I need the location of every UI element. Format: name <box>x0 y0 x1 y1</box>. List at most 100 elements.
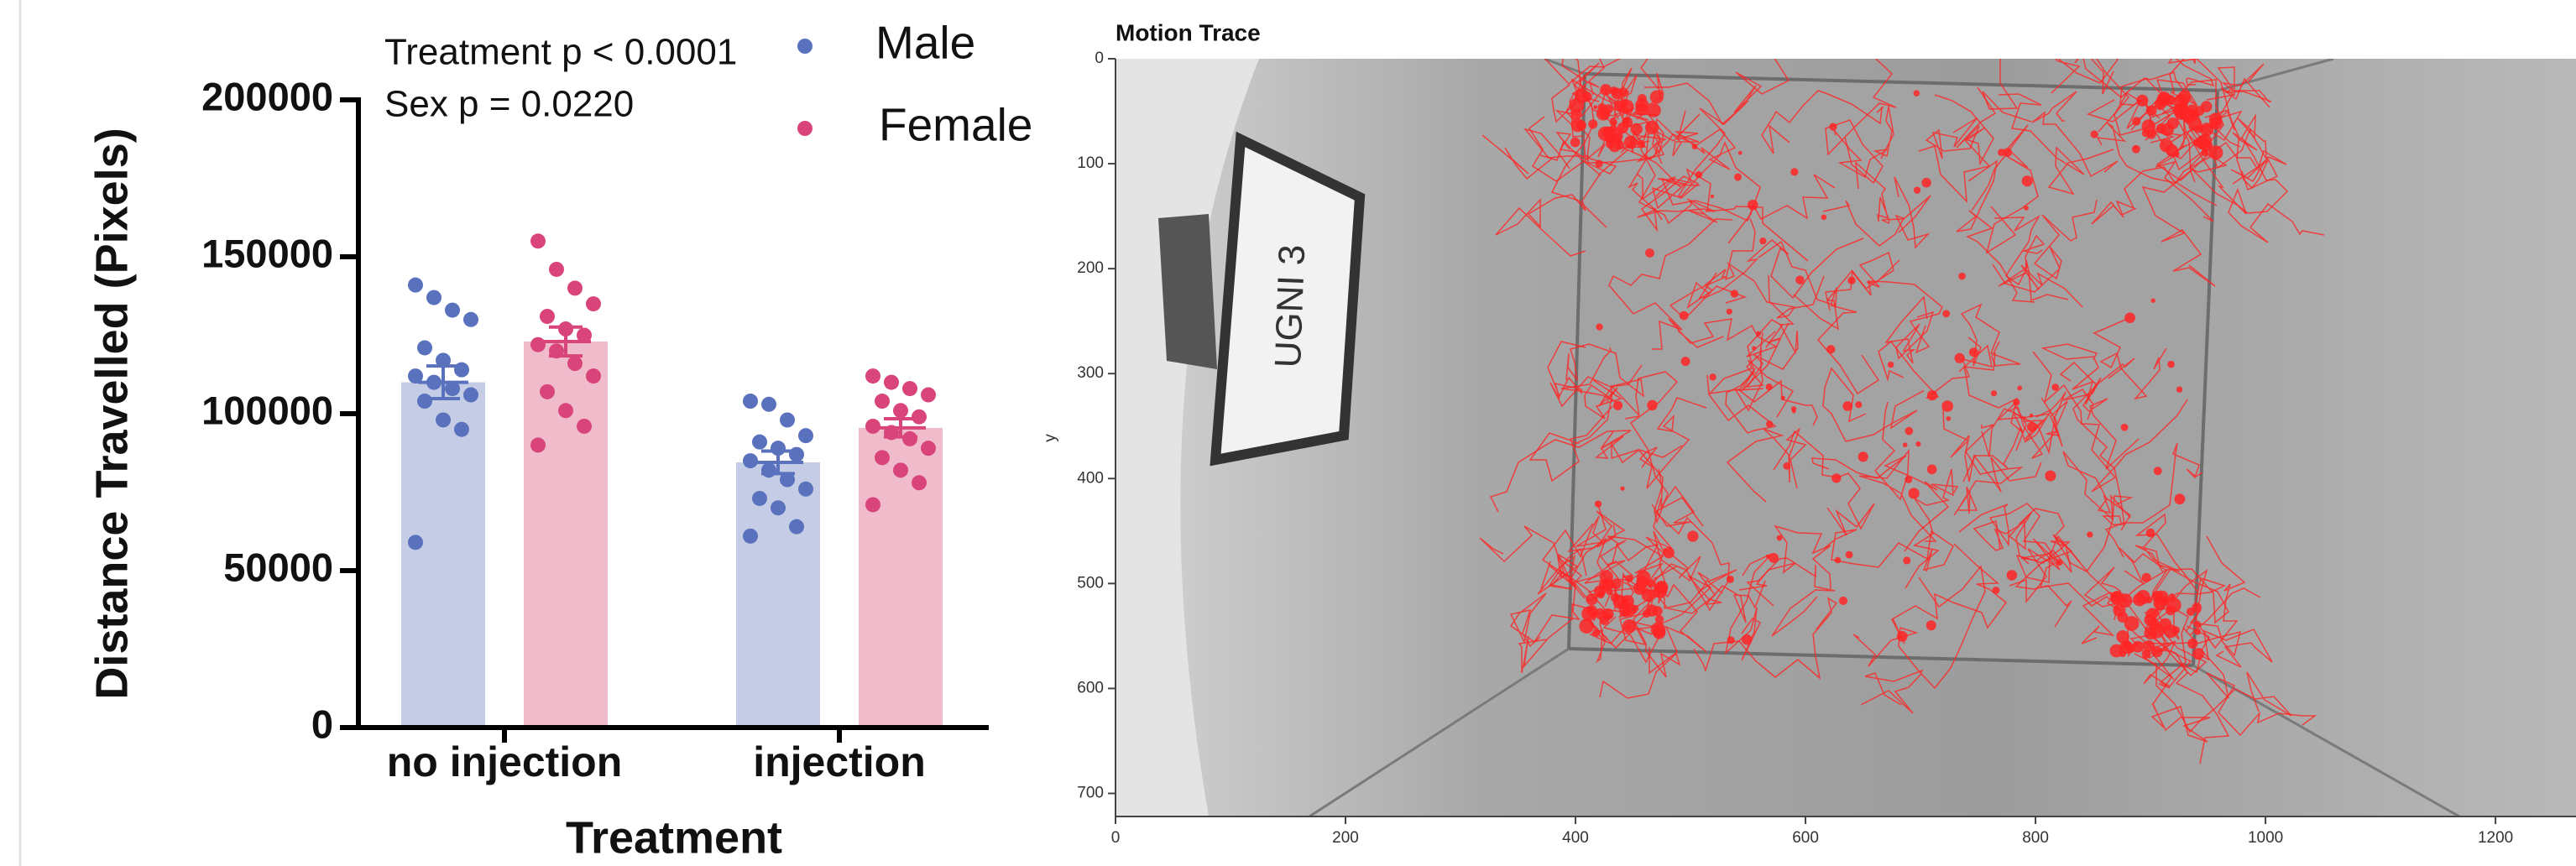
trace-blob <box>1626 575 1633 582</box>
trace-blob <box>1595 608 1606 619</box>
trace-blob <box>1727 309 1732 315</box>
trace-blob <box>1842 401 1852 411</box>
trace-blob <box>1766 420 1773 427</box>
data-point <box>789 519 804 535</box>
trace-blob <box>1731 290 1738 297</box>
trace-blob <box>1647 103 1661 117</box>
trace-blob <box>1620 487 1624 491</box>
trace-blob <box>1795 275 1804 284</box>
data-point <box>902 381 917 396</box>
trace-blob <box>2090 130 2098 138</box>
trace-blob <box>1914 90 1920 96</box>
y-tick-label: 200 <box>1077 259 1104 277</box>
trace-blob <box>1915 441 1920 446</box>
trace-blob <box>2193 139 2200 146</box>
trace-blob <box>1620 100 1634 114</box>
trace-blob <box>1903 442 1908 447</box>
trace-blob <box>2124 312 2135 323</box>
trace-blob <box>2169 593 2176 600</box>
photo: UGNI 3 <box>1116 0 2576 816</box>
figure: Distance Travelled (Pixels) Treatment Tr… <box>0 0 2576 866</box>
data-point <box>436 412 451 427</box>
trace-blob <box>2142 119 2155 133</box>
data-point <box>463 388 478 403</box>
trace-blob <box>1921 178 1931 187</box>
trace-blob <box>1650 91 1664 104</box>
data-point <box>408 535 423 550</box>
trace-blob <box>1579 618 1594 634</box>
data-point <box>752 435 767 450</box>
trace-blob <box>2133 593 2146 607</box>
x-axis-label: Treatment <box>566 812 782 863</box>
trace-blob <box>1759 237 1766 244</box>
chart-title: Motion Trace <box>1116 19 1261 45</box>
trace-blob <box>2146 529 2155 538</box>
trace-blob <box>2167 361 2175 368</box>
data-point <box>743 529 758 544</box>
data-point <box>893 403 908 418</box>
y-tick-label: 200000 <box>201 74 333 118</box>
trace-blob <box>2024 206 2029 211</box>
trace-blob <box>2187 639 2197 649</box>
trace-blob <box>1608 140 1621 153</box>
data-point <box>884 375 899 390</box>
data-point <box>540 309 555 324</box>
trace-blob <box>1642 589 1654 602</box>
trace-blob <box>1638 94 1647 103</box>
data-point <box>875 450 890 465</box>
trace-blob <box>1790 168 1798 175</box>
trace-blob <box>1571 109 1582 120</box>
data-point <box>893 462 908 477</box>
trace-blob <box>1622 117 1629 124</box>
trace-blob <box>1955 353 1965 363</box>
trace-blob <box>1766 555 1770 559</box>
trace-blob <box>1581 607 1596 621</box>
trace-blob <box>1777 535 1783 541</box>
data-point <box>586 296 601 311</box>
trace-blob <box>2142 573 2151 582</box>
trace-blob <box>2201 149 2208 157</box>
bar <box>401 383 485 728</box>
trace-blob <box>1991 390 1997 396</box>
data-point <box>530 337 546 352</box>
trace-blob <box>2200 123 2213 136</box>
trace-blob <box>1680 311 1689 321</box>
trace-blob <box>1927 465 1937 475</box>
data-point <box>780 412 795 427</box>
legend-marker <box>797 121 813 136</box>
annotation: Treatment p < 0.0001 <box>384 32 737 73</box>
trace-blob <box>1621 595 1634 608</box>
data-point <box>426 290 442 305</box>
trace-blob <box>2045 470 2056 481</box>
trace-blob <box>1696 171 1703 179</box>
x-tick-label: 1200 <box>2478 829 2513 847</box>
trace-blob <box>1593 105 1597 109</box>
annotation: Sex p = 0.0220 <box>384 84 634 125</box>
trace-blob <box>1831 473 1841 483</box>
trace-blob <box>1781 396 1785 400</box>
trace-blob <box>1630 123 1642 135</box>
y-tick-label: 50000 <box>223 545 333 589</box>
trace-blob <box>1645 121 1659 134</box>
x-tick-label: 200 <box>1332 829 1359 847</box>
data-point <box>771 500 786 515</box>
trace-blob <box>1888 362 1894 368</box>
trace-blob <box>2176 387 2182 393</box>
trace-blob <box>1687 530 1698 541</box>
trace-blob <box>1627 626 1631 630</box>
trace-blob <box>1752 346 1756 350</box>
trace-blob <box>2087 531 2093 537</box>
trace-blob <box>2164 624 2177 638</box>
trace-blob <box>1846 551 1853 559</box>
trace-blob <box>1926 620 1936 630</box>
trace-blob <box>2051 383 2059 391</box>
trace-blob <box>1941 400 1953 412</box>
trace-blob <box>2142 650 2151 659</box>
trace-blob <box>1636 576 1649 588</box>
x-tick-label: 600 <box>1792 829 1819 847</box>
data-point <box>752 491 767 506</box>
photo-clip <box>1158 214 1217 369</box>
y-tick-label: 500 <box>1077 574 1104 592</box>
trace-blob <box>1829 123 1837 130</box>
trace-blob <box>2124 616 2140 631</box>
